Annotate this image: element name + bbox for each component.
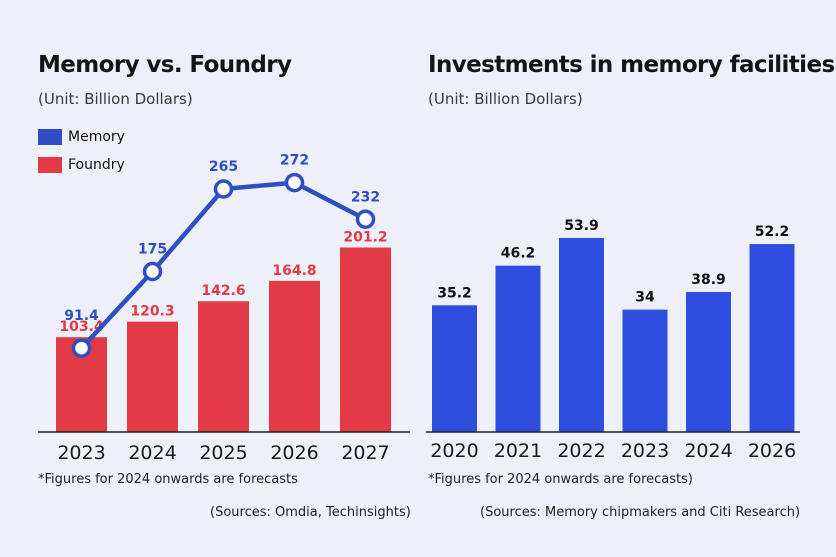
investment-bar-2023 xyxy=(622,309,668,432)
memory-point-2025 xyxy=(213,179,234,199)
foundry-value-2026: 164.8 xyxy=(272,263,316,279)
investment-bar-2020 xyxy=(432,305,477,432)
foundry-value-2023: 103.4 xyxy=(59,319,104,335)
investment-value-2022: 53.9 xyxy=(564,218,599,234)
legend-foundry-swatch xyxy=(38,157,62,173)
foundry-value-2025: 142.6 xyxy=(201,283,245,299)
right-xtick-2023: 2023 xyxy=(621,440,669,462)
left-xtick-2027: 2027 xyxy=(341,442,389,464)
memory-point-2026 xyxy=(284,172,305,193)
investment-value-2020: 35.2 xyxy=(437,285,472,301)
investment-bar-2022 xyxy=(559,237,604,432)
investment-value-2026: 52.2 xyxy=(755,224,790,240)
foundry-bar-2026 xyxy=(269,280,320,432)
left-forecast-note: *Figures for 2024 onwards are forecasts xyxy=(38,472,298,487)
legend-foundry-label: Foundry xyxy=(68,157,125,173)
investment-bar-2021 xyxy=(495,265,541,432)
foundry-value-2024: 120.3 xyxy=(130,304,174,320)
right-chart-title: Investments in memory facilities xyxy=(428,52,835,78)
right-forecast-note: *Figures for 2024 onwards are forecasts) xyxy=(428,472,693,487)
right-xtick-2024: 2024 xyxy=(684,440,732,462)
left-xtick-2024: 2024 xyxy=(128,442,176,464)
foundry-bar-2025 xyxy=(198,301,249,432)
left-chart-unit: (Unit: Billion Dollars) xyxy=(38,90,193,108)
right-chart: 35.2 2020 46.2 2021 53.9 2022 34 2023 38.9 2024 52… xyxy=(426,218,800,462)
right-chart-unit: (Unit: Billion Dollars) xyxy=(428,90,583,108)
legend-memory-label: Memory xyxy=(68,129,125,145)
investment-value-2023: 34 xyxy=(635,290,655,306)
investment-value-2024: 38.9 xyxy=(691,272,726,288)
foundry-value-2027: 201.2 xyxy=(343,229,387,245)
right-xtick-2020: 2020 xyxy=(430,440,478,462)
left-chart: 103.4 2023 120.3 2024 142.6 2025 164.8 2026 201.… xyxy=(38,153,410,464)
memory-point-2027 xyxy=(355,209,376,230)
left-xtick-2023: 2023 xyxy=(57,442,105,464)
investment-bar-2024 xyxy=(686,291,731,432)
left-xtick-2026: 2026 xyxy=(270,442,318,464)
right-xtick-2022: 2022 xyxy=(557,440,605,462)
memory-point-2024 xyxy=(142,261,163,282)
memory-value-2025: 265 xyxy=(209,159,238,175)
foundry-bar-2027 xyxy=(340,247,391,432)
investment-value-2021: 46.2 xyxy=(501,246,536,262)
investment-bar-2026 xyxy=(749,244,795,432)
memory-value-2023: 91.4 xyxy=(64,308,99,324)
memory-point-2023 xyxy=(71,338,92,358)
right-xtick-2021: 2021 xyxy=(494,440,542,462)
left-sources: (Sources: Omdia, Techinsights) xyxy=(210,505,411,520)
left-xtick-2025: 2025 xyxy=(199,442,247,464)
memory-value-2024: 175 xyxy=(138,242,167,258)
right-sources: (Sources: Memory chipmakers and Citi Res… xyxy=(480,505,801,520)
foundry-bar-2024 xyxy=(127,321,178,432)
left-chart-title: Memory vs. Foundry xyxy=(38,52,292,78)
right-xtick-2026: 2026 xyxy=(748,440,796,462)
legend-memory: Memory xyxy=(38,129,125,145)
legend-memory-swatch xyxy=(38,129,62,145)
memory-value-2026: 272 xyxy=(280,153,309,169)
memory-value-2027: 232 xyxy=(351,189,380,205)
legend-foundry: Foundry xyxy=(38,157,125,173)
